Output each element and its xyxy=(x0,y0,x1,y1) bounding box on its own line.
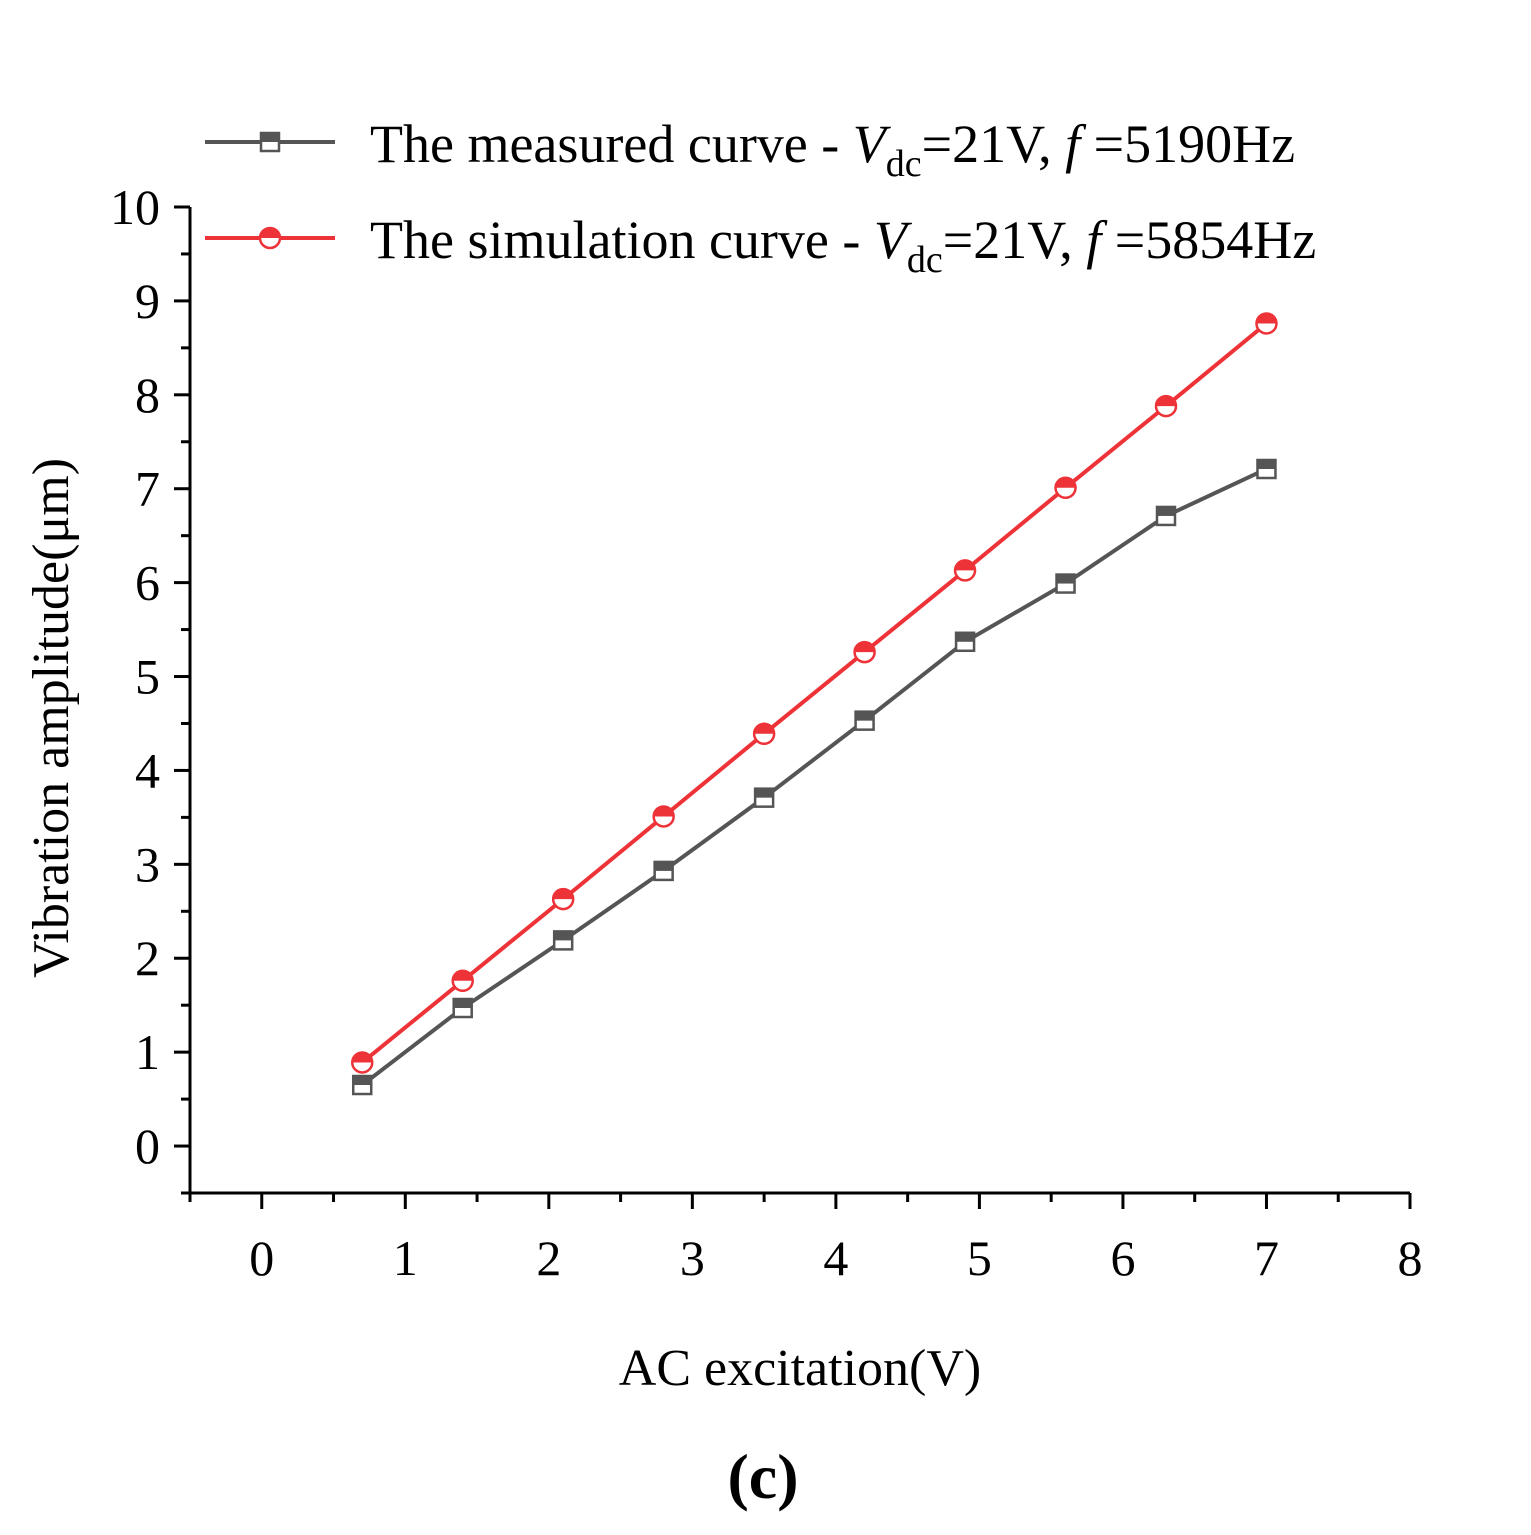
x-tick-label: 2 xyxy=(536,1230,561,1286)
data-point xyxy=(753,787,775,808)
data-point xyxy=(552,930,574,951)
marker-fill xyxy=(1256,313,1277,324)
data-point xyxy=(853,640,876,664)
data-point xyxy=(551,887,575,911)
data-point xyxy=(752,722,776,746)
data-point xyxy=(652,805,675,828)
marker-fill xyxy=(1156,396,1176,407)
marker-fill xyxy=(1257,459,1276,469)
axes: 0 1 2 3 4 5 6 7 8 9 10 0 1 2 3 4 5 6 7 8 xyxy=(110,179,1423,1286)
y-tick-label: 8 xyxy=(135,367,160,423)
x-tick-label: 6 xyxy=(1110,1230,1135,1286)
y-axis-title: Vibration amplitude(μm) xyxy=(23,458,80,978)
marker-fill xyxy=(553,889,574,900)
y-tick-label: 5 xyxy=(135,649,160,705)
legend-marker xyxy=(259,131,281,153)
marker-fill xyxy=(754,723,775,734)
y-tick-label: 2 xyxy=(135,930,160,986)
x-tick-label: 3 xyxy=(680,1230,705,1286)
marker-fill xyxy=(452,970,473,981)
marker-fill xyxy=(261,133,279,142)
marker-fill xyxy=(1055,477,1076,488)
marker-fill xyxy=(1157,506,1175,516)
y-tick-label: 1 xyxy=(135,1024,160,1080)
data-point xyxy=(953,559,977,582)
marker-fill xyxy=(653,806,674,817)
data-point xyxy=(854,710,875,731)
y-tick-label: 6 xyxy=(135,555,160,611)
series-line xyxy=(360,321,1268,1065)
y-tick-label: 9 xyxy=(135,273,160,329)
y-tick-label: 3 xyxy=(135,836,160,892)
x-tick-label: 1 xyxy=(393,1230,418,1286)
series-measured xyxy=(351,458,1277,1096)
marker-fill xyxy=(855,711,874,721)
x-tick-label: 0 xyxy=(249,1230,274,1286)
x-tick-label: 8 xyxy=(1398,1230,1423,1286)
legend-entry-simulation: The simulation curve - Vdc=21V, f =5854H… xyxy=(205,210,1316,281)
legend: The measured curve - Vdc=21V, f =5190Hz T… xyxy=(205,114,1316,281)
y-tick-label: 0 xyxy=(135,1118,160,1174)
x-tick-label: 4 xyxy=(823,1230,848,1286)
x-tick-label: 5 xyxy=(967,1230,992,1286)
legend-label: The measured curve - Vdc=21V, f =5190Hz xyxy=(370,114,1295,185)
data-point xyxy=(1055,573,1076,594)
legend-marker xyxy=(258,226,282,250)
x-axis-title: AC excitation(V) xyxy=(619,1340,981,1397)
data-point xyxy=(653,860,674,882)
y-tick-label: 7 xyxy=(135,461,160,517)
marker-fill xyxy=(654,861,673,871)
series-line xyxy=(361,467,1268,1087)
marker-fill xyxy=(854,642,875,653)
marker-fill xyxy=(353,1076,372,1086)
data-point xyxy=(451,969,474,993)
panel-label: (c) xyxy=(727,1441,798,1512)
data-point xyxy=(452,997,473,1019)
data-point xyxy=(351,1074,373,1096)
data-point xyxy=(350,1051,374,1074)
marker-fill xyxy=(453,999,472,1009)
marker-fill xyxy=(955,560,976,571)
marker-fill xyxy=(755,788,774,798)
marker-fill xyxy=(260,228,280,238)
series-simulation xyxy=(350,312,1278,1074)
data-point xyxy=(1155,505,1177,527)
y-tick-label: 4 xyxy=(135,742,160,798)
data-point xyxy=(1256,458,1277,480)
x-tick-label: 7 xyxy=(1254,1230,1279,1286)
legend-entry-measured: The measured curve - Vdc=21V, f =5190Hz xyxy=(205,114,1295,185)
data-point xyxy=(1154,394,1178,418)
series-layer xyxy=(350,312,1278,1096)
y-tick-label: 10 xyxy=(110,179,160,235)
data-point xyxy=(1255,312,1278,335)
data-point xyxy=(954,631,976,653)
marker-fill xyxy=(1056,574,1075,584)
legend-label: The simulation curve - Vdc=21V, f =5854H… xyxy=(370,210,1316,281)
marker-fill xyxy=(352,1052,373,1063)
marker-fill xyxy=(956,632,975,642)
data-point xyxy=(1054,476,1077,500)
marker-fill xyxy=(554,931,573,941)
